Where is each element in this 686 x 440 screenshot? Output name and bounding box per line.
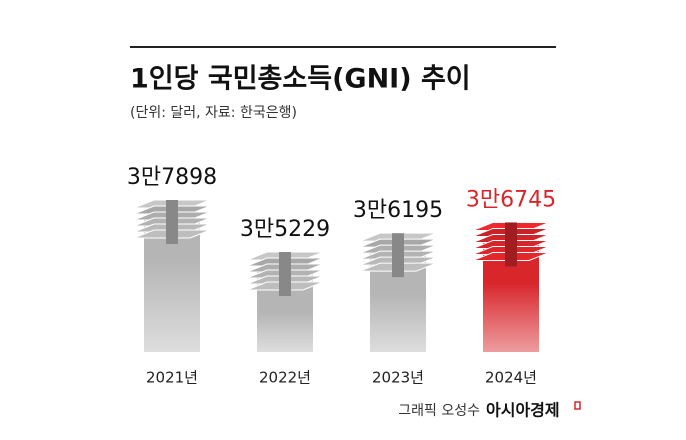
value-label: 3만5229 bbox=[240, 217, 330, 242]
value-label: 3만7898 bbox=[127, 165, 217, 190]
brand-mark bbox=[574, 401, 581, 410]
brand: 아시아경제 bbox=[486, 401, 560, 420]
chart-title: 1인당 국민총소득(GNI) 추이 bbox=[130, 64, 471, 95]
x-tick-label: 2024년 bbox=[485, 369, 537, 387]
money-band bbox=[392, 233, 404, 278]
x-tick-label: 2021년 bbox=[146, 369, 198, 387]
bar-fade bbox=[257, 312, 313, 352]
x-tick-label: 2023년 bbox=[372, 369, 424, 387]
bar-fade bbox=[370, 293, 426, 352]
money-band bbox=[279, 252, 291, 296]
money-band bbox=[505, 222, 517, 267]
bar-fade bbox=[144, 260, 200, 352]
value-label: 3만6195 bbox=[353, 198, 443, 223]
bars: 3만7898 2021년 3만5229 2022년 3만6195 2023년 3만6745 2… bbox=[127, 165, 556, 387]
money-band bbox=[166, 200, 178, 244]
value-label: 3만6745 bbox=[466, 187, 556, 212]
credit: 그래픽 오성수 bbox=[398, 403, 480, 419]
bar-fade bbox=[483, 282, 539, 352]
chart-subtitle: (단위: 달러, 자료: 한국은행) bbox=[130, 105, 297, 121]
x-tick-label: 2022년 bbox=[259, 369, 311, 387]
